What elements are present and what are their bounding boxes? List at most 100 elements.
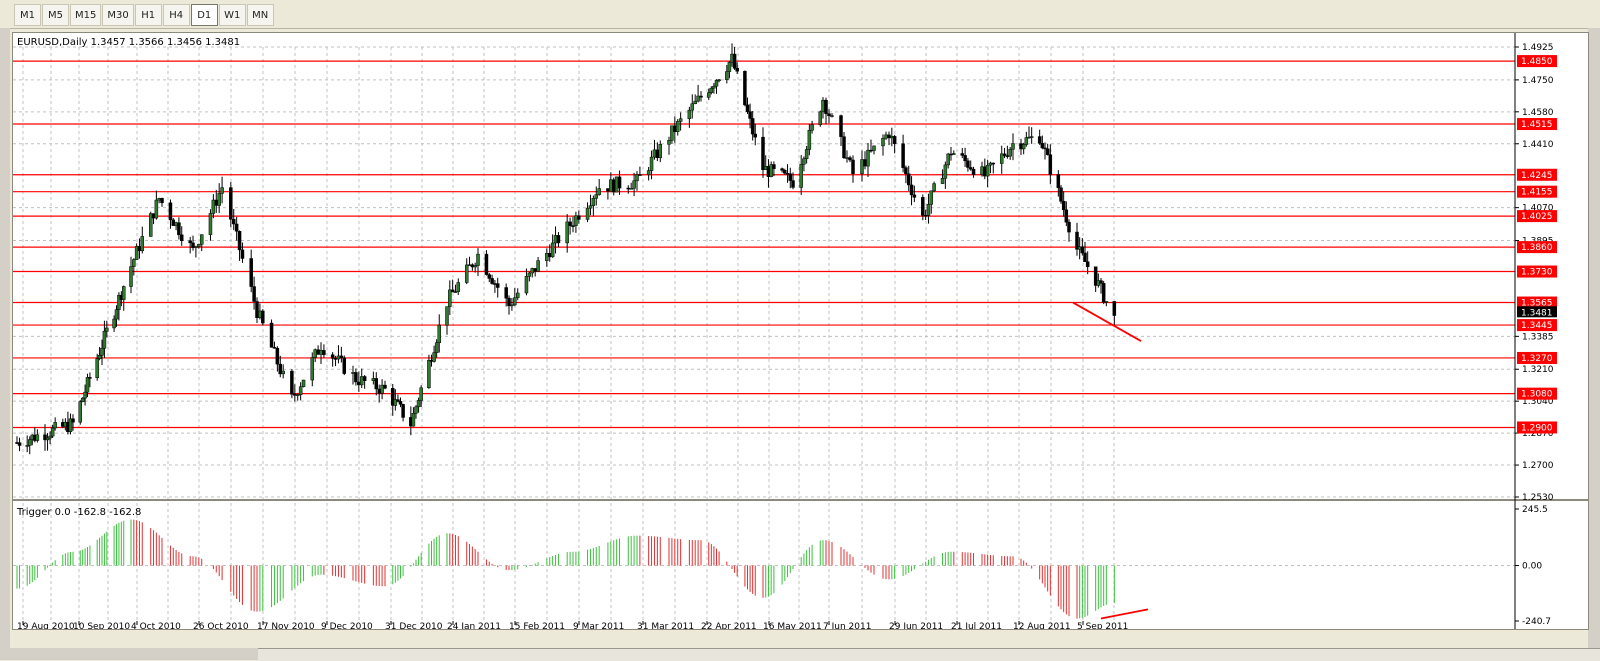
candle-body	[932, 183, 936, 192]
candle-body	[1067, 221, 1071, 233]
timeframe-button-m1[interactable]: M1	[14, 4, 41, 26]
candle-body	[333, 358, 338, 360]
timeframe-button-w1[interactable]: W1	[218, 4, 246, 26]
candle-body	[515, 292, 520, 298]
timeframe-toolbar: M1 M5 M15 M30 H1 H4 D1 W1 MN	[0, 0, 1600, 29]
candle-body	[1093, 266, 1098, 286]
candle-body	[510, 304, 514, 307]
candle-body	[946, 153, 950, 166]
level-label: 1.3080	[1521, 390, 1553, 400]
candle-body	[359, 376, 364, 386]
candle-body	[830, 115, 834, 117]
candle-body	[129, 266, 133, 287]
timeframe-button-h1[interactable]: H1	[134, 4, 162, 26]
date-label: 21 Jul 2011	[951, 622, 1002, 629]
candle-body	[966, 160, 970, 168]
candle-body	[220, 187, 224, 194]
candle-body	[174, 222, 178, 226]
candle-body	[527, 272, 532, 277]
candle-body	[171, 219, 176, 226]
candle-body	[818, 111, 823, 126]
candle-body	[339, 355, 344, 359]
candle-body	[827, 113, 831, 117]
level-label-box	[1517, 185, 1557, 198]
candle-body	[105, 327, 109, 332]
level-label-box	[1517, 351, 1557, 364]
candle-body	[712, 85, 716, 89]
candle-body	[160, 198, 164, 204]
candle-body	[952, 153, 956, 155]
price-tick-label: 1.3040	[1522, 397, 1554, 407]
candle-body	[842, 136, 846, 159]
candle-body	[921, 197, 925, 216]
timeframe-button-h4[interactable]: H4	[162, 4, 190, 26]
candle-body	[391, 387, 395, 406]
candle-body	[275, 347, 280, 365]
candle-body	[229, 187, 233, 220]
timeframe-button-m15[interactable]: M15	[70, 4, 102, 26]
level-label-box	[1517, 241, 1557, 254]
candle-body	[78, 401, 82, 423]
candle-body	[194, 246, 198, 248]
date-label: 10 Sep 2010	[73, 622, 130, 629]
level-label: 1.3565	[1521, 299, 1553, 309]
candle-body	[450, 289, 455, 293]
candle-body	[197, 244, 201, 247]
candle-body	[788, 173, 793, 181]
candle-body	[890, 136, 894, 139]
level-label: 1.2900	[1521, 423, 1553, 433]
candle-body	[732, 53, 737, 69]
candle-body	[398, 401, 403, 405]
candle-body	[95, 358, 99, 379]
candle-body	[863, 159, 867, 167]
candle-body	[673, 125, 677, 132]
candle-body	[504, 287, 508, 299]
chart-canvas[interactable]: 1.49251.47501.45801.44101.40701.38951.33…	[13, 33, 1588, 629]
candle-body	[545, 253, 549, 261]
timeframe-button-mn[interactable]: MN	[246, 4, 274, 26]
candle-body	[614, 176, 619, 193]
candle-body	[278, 363, 283, 375]
candle-body	[553, 235, 558, 244]
candle-body	[556, 235, 561, 244]
level-label: 1.4155	[1521, 188, 1553, 198]
candle-body	[791, 180, 795, 188]
candle-body	[330, 354, 335, 359]
candle-body	[507, 297, 511, 307]
candle-body	[293, 394, 297, 396]
candle-body	[1008, 148, 1012, 157]
chart-window[interactable]: 1.49251.47501.45801.44101.40701.38951.33…	[12, 32, 1589, 630]
candle-body	[1037, 136, 1042, 144]
timeframe-button-m30[interactable]: M30	[102, 4, 134, 26]
candle-body	[693, 100, 697, 104]
level-label-box	[1517, 168, 1557, 181]
candle-body	[565, 221, 569, 244]
candle-body	[513, 297, 517, 306]
candle-body	[1002, 153, 1007, 156]
timeframe-button-m5[interactable]: M5	[42, 4, 69, 26]
candle-body	[983, 166, 987, 177]
price-tick-label: 1.2870	[1522, 429, 1554, 439]
candle-body	[269, 322, 274, 348]
candle-body	[80, 397, 85, 402]
price-tick-label: 1.4925	[1522, 43, 1554, 53]
candle-body	[1101, 283, 1106, 303]
candle-body	[393, 399, 398, 406]
candle-body	[1064, 209, 1069, 223]
date-label: 29 Jun 2011	[889, 622, 943, 629]
candle-body	[985, 164, 990, 177]
candle-body	[114, 309, 119, 320]
candle-body	[140, 236, 145, 252]
timeframe-button-d1[interactable]: D1	[190, 4, 218, 26]
date-label: 12 Aug 2011	[1013, 622, 1071, 629]
candle-body	[807, 129, 812, 150]
level-label-box	[1517, 421, 1557, 434]
candle-body	[134, 246, 139, 260]
candle-body	[971, 168, 976, 175]
candle-body	[383, 384, 387, 389]
candle-body	[699, 95, 703, 98]
level-label-box	[1517, 319, 1557, 332]
chart-scroll-tab[interactable]	[258, 648, 1600, 661]
trigger-trendline	[1100, 608, 1149, 620]
candle-body	[887, 134, 891, 139]
